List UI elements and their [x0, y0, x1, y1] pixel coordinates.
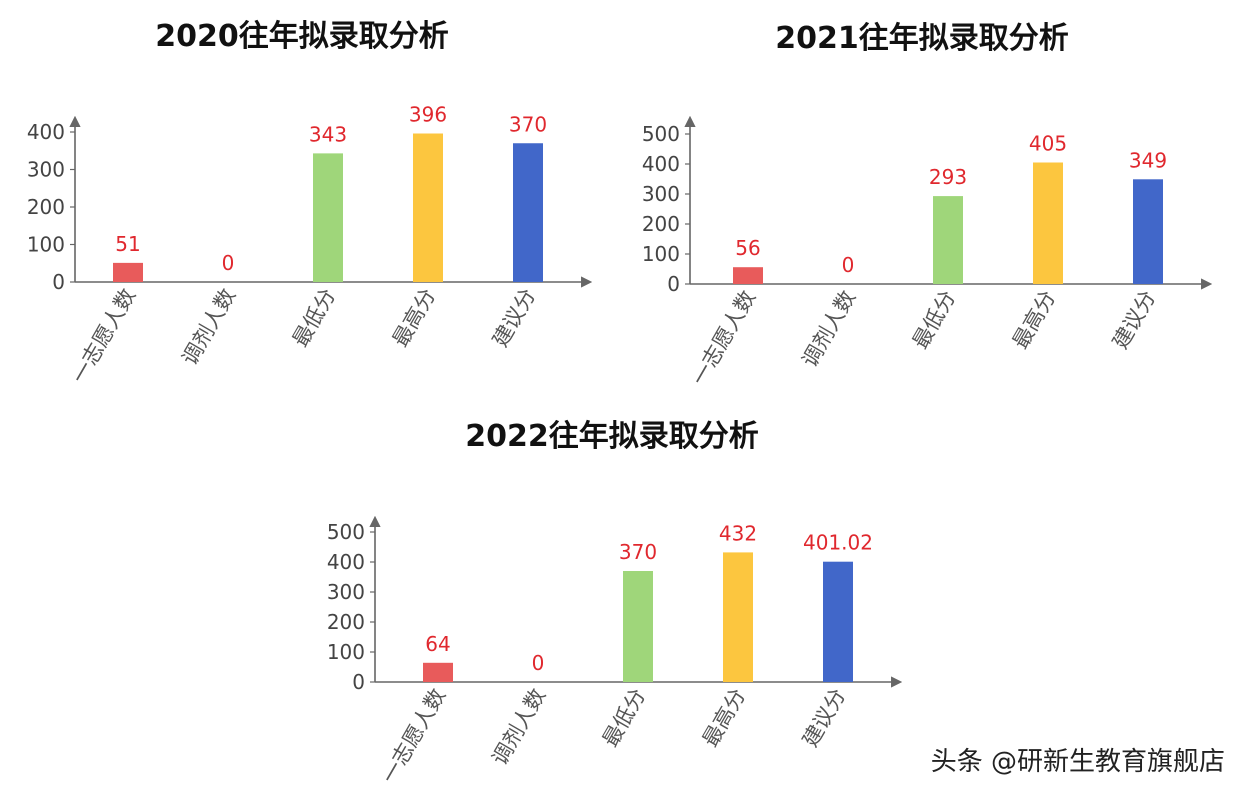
y-tick-label: 300 — [327, 580, 365, 604]
y-tick-label: 300 — [27, 158, 65, 182]
bar-2 — [623, 571, 653, 682]
chart-2: 2022往年拟录取分析 0 100 200 300 400 500 64 一志愿人数 0 调剂人数 3… — [327, 419, 903, 788]
bar-0 — [733, 267, 763, 284]
category-label: 最低分 — [598, 685, 650, 752]
bar-2 — [933, 196, 963, 284]
category-label: 最低分 — [288, 285, 340, 352]
category-label: 一志愿人数 — [67, 285, 140, 388]
y-tick-label: 0 — [352, 670, 365, 694]
data-label: 343 — [309, 122, 347, 146]
bar-3 — [1033, 162, 1063, 284]
category-label: 最高分 — [1008, 287, 1060, 354]
data-label: 0 — [842, 253, 855, 277]
bar-2 — [313, 153, 343, 282]
y-tick-label: 200 — [642, 212, 680, 236]
data-label: 370 — [509, 112, 547, 136]
y-tick-label: 0 — [667, 272, 680, 296]
y-tick-label: 100 — [327, 640, 365, 664]
y-tick-label: 500 — [642, 122, 680, 146]
data-label: 396 — [409, 103, 447, 127]
category-label: 调剂人数 — [178, 285, 241, 370]
category-label: 最低分 — [908, 287, 960, 354]
y-tick-label: 200 — [27, 195, 65, 219]
y-tick-label: 100 — [642, 242, 680, 266]
watermark-text: 头条 @研新生教育旗舰店 — [931, 747, 1225, 777]
category-label: 一志愿人数 — [377, 685, 450, 788]
y-tick-label: 100 — [27, 233, 65, 257]
category-label: 一志愿人数 — [687, 287, 760, 390]
y-tick-label: 500 — [327, 520, 365, 544]
data-label: 0 — [222, 251, 235, 275]
bar-0 — [113, 262, 143, 282]
category-label: 最高分 — [388, 285, 440, 352]
category-label: 建议分 — [798, 685, 850, 752]
y-tick-label: 200 — [327, 610, 365, 634]
chart-0: 2020往年拟录取分析010020030040051一志愿人数0调剂人数343最… — [27, 19, 593, 388]
bar-4 — [513, 143, 543, 282]
category-label: 建议分 — [1108, 287, 1160, 354]
bar-0 — [423, 662, 453, 682]
y-tick-label: 300 — [642, 182, 680, 206]
bar-3 — [413, 133, 443, 282]
y-tick-label: 400 — [27, 120, 65, 144]
chart-title: 2021往年拟录取分析 — [775, 21, 1069, 56]
data-label: 401.02 — [803, 531, 873, 555]
chart-1: 2021往年拟录取分析 0 100 200 300 400 500 56 一志愿人数 0 调剂人数 2… — [642, 21, 1213, 390]
category-label: 建议分 — [488, 285, 540, 352]
chart-title: 2022往年拟录取分析 — [465, 419, 759, 454]
bar-4 — [823, 561, 853, 682]
data-label: 293 — [929, 165, 967, 189]
data-label: 349 — [1129, 148, 1167, 172]
data-label: 64 — [425, 632, 450, 656]
data-label: 51 — [115, 232, 140, 256]
data-label: 405 — [1029, 132, 1067, 156]
data-label: 370 — [619, 540, 657, 564]
y-tick-label: 400 — [642, 152, 680, 176]
data-label: 56 — [735, 236, 760, 260]
chart-title: 2020往年拟录取分析 — [155, 19, 449, 54]
category-label: 最高分 — [698, 685, 750, 752]
data-label: 432 — [719, 521, 757, 545]
bar-3 — [723, 552, 753, 682]
y-tick-label: 400 — [327, 550, 365, 574]
category-label: 调剂人数 — [798, 287, 861, 372]
bar-4 — [1133, 179, 1163, 284]
category-label: 调剂人数 — [488, 685, 551, 770]
y-tick-label: 0 — [52, 270, 65, 294]
data-label: 0 — [532, 651, 545, 675]
